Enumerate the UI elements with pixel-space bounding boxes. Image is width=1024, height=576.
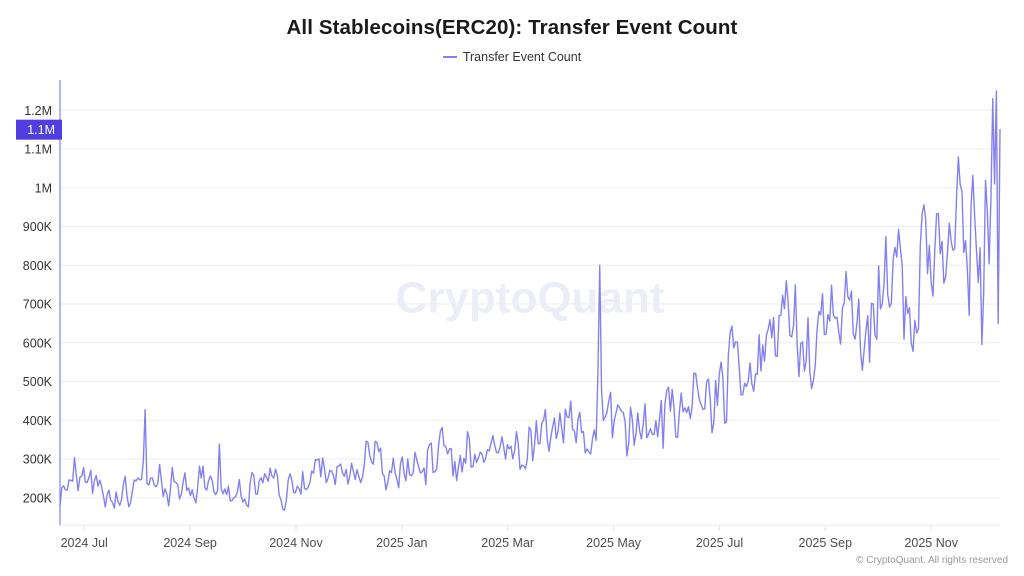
svg-text:1.2M: 1.2M xyxy=(24,104,52,118)
svg-text:2025 Sep: 2025 Sep xyxy=(799,536,853,550)
svg-text:500K: 500K xyxy=(23,375,53,389)
svg-text:800K: 800K xyxy=(23,259,53,273)
svg-text:2025 May: 2025 May xyxy=(586,536,642,550)
svg-text:600K: 600K xyxy=(23,336,53,350)
svg-text:2025 Jan: 2025 Jan xyxy=(376,536,427,550)
svg-text:700K: 700K xyxy=(23,298,53,312)
svg-text:2024 Nov: 2024 Nov xyxy=(269,536,323,550)
svg-text:CryptoQuant: CryptoQuant xyxy=(396,274,665,323)
svg-text:400K: 400K xyxy=(23,414,53,428)
svg-text:2025 Mar: 2025 Mar xyxy=(481,536,534,550)
svg-text:2025 Jul: 2025 Jul xyxy=(696,536,743,550)
svg-text:2025 Nov: 2025 Nov xyxy=(904,536,958,550)
svg-text:200K: 200K xyxy=(23,491,53,505)
svg-text:1.1M: 1.1M xyxy=(24,143,52,157)
svg-text:2024 Jul: 2024 Jul xyxy=(61,536,108,550)
svg-text:2024 Sep: 2024 Sep xyxy=(163,536,217,550)
svg-text:1.1M: 1.1M xyxy=(27,123,55,137)
svg-text:1M: 1M xyxy=(35,181,52,195)
svg-text:300K: 300K xyxy=(23,453,53,467)
svg-text:900K: 900K xyxy=(23,220,53,234)
